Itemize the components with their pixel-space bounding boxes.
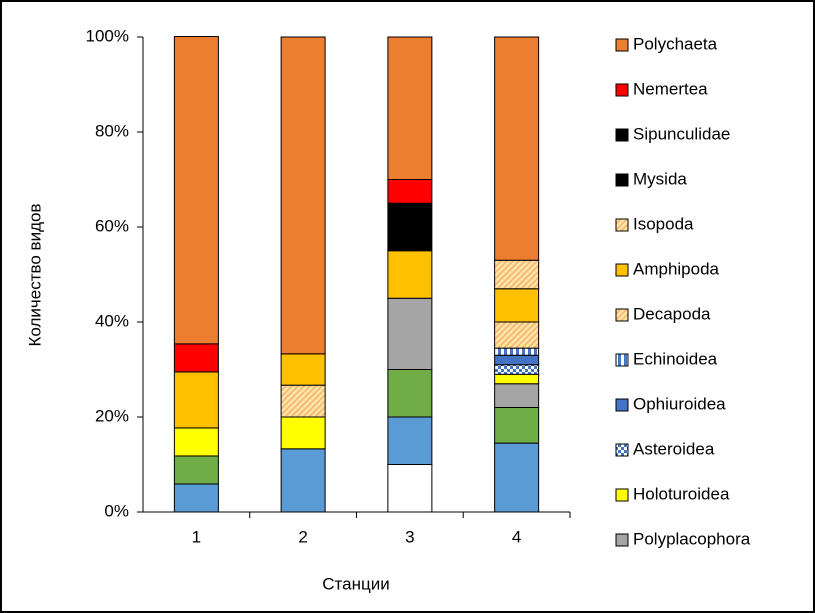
- legend-swatch: [615, 443, 629, 457]
- legend-label: Polyplacophora: [633, 529, 751, 548]
- bar-segment: [280, 36, 326, 355]
- bar-segment: [173, 427, 219, 457]
- bar-segment: [173, 371, 219, 429]
- legend-label: Amphipoda: [633, 259, 720, 278]
- legend-swatch: [615, 353, 629, 367]
- legend-label: Polychaeta: [633, 34, 718, 53]
- legend-swatch: [615, 263, 629, 277]
- legend-label: Asteroidea: [633, 439, 715, 458]
- bar-segment: [387, 416, 433, 465]
- bar-segment: [494, 288, 540, 323]
- bar-segment: [280, 448, 326, 513]
- bar-segment: [494, 259, 540, 290]
- bar-segment: [280, 384, 326, 418]
- x-tick-label: 3: [405, 527, 414, 546]
- legend-swatch: [615, 488, 629, 502]
- legend-label: Decapoda: [633, 304, 711, 323]
- legend-swatch: [615, 128, 629, 142]
- y-tick-label: 60%: [95, 216, 129, 235]
- legend-label: Sipunculidae: [633, 124, 730, 143]
- legend-label: Ophiuroidea: [633, 394, 726, 413]
- bar-segment: [494, 373, 540, 385]
- legend-label: Holoturoidea: [633, 484, 730, 503]
- bar-segment: [387, 464, 433, 513]
- bar-segment: [494, 383, 540, 408]
- y-tick-label: 0%: [104, 501, 129, 520]
- bar-segment: [387, 36, 433, 180]
- bar-segment: [387, 297, 433, 370]
- x-axis-label: Станции: [322, 574, 389, 593]
- y-tick-label: 80%: [95, 121, 129, 140]
- bar-segment: [173, 36, 219, 345]
- bar-segment: [173, 455, 219, 485]
- bar-segment: [494, 36, 540, 261]
- y-tick-label: 100%: [86, 26, 129, 45]
- legend-label: Mysida: [633, 169, 687, 188]
- bar-segment: [173, 483, 219, 513]
- bar-segment: [494, 364, 540, 375]
- bar-segment: [494, 407, 540, 444]
- legend-swatch: [615, 308, 629, 322]
- legend-swatch: [615, 83, 629, 97]
- legend-swatch: [615, 398, 629, 412]
- y-tick-label: 20%: [95, 406, 129, 425]
- bar-segment: [494, 347, 540, 356]
- x-tick-label: 1: [192, 527, 201, 546]
- legend-swatch: [615, 218, 629, 232]
- bar-segment: [387, 179, 433, 204]
- legend-label: Echinoidea: [633, 349, 718, 368]
- legend-swatch: [615, 533, 629, 547]
- bar-segment: [494, 442, 540, 513]
- bar-segment: [494, 321, 540, 349]
- legend-swatch: [615, 173, 629, 187]
- y-tick-label: 40%: [95, 311, 129, 330]
- y-axis-label: Количество видов: [25, 204, 44, 347]
- bar-segment: [280, 353, 326, 386]
- legend-label: Nemertea: [633, 79, 708, 98]
- bar-segment: [387, 369, 433, 418]
- x-tick-label: 4: [512, 527, 521, 546]
- legend-label: Isopoda: [633, 214, 694, 233]
- bar-segment: [387, 202, 433, 252]
- bar-segment: [173, 343, 219, 373]
- bar-segment: [387, 250, 433, 299]
- x-tick-label: 2: [298, 527, 307, 546]
- legend-swatch: [615, 38, 629, 52]
- bar-segment: [280, 416, 326, 450]
- bar-segment: [494, 354, 540, 366]
